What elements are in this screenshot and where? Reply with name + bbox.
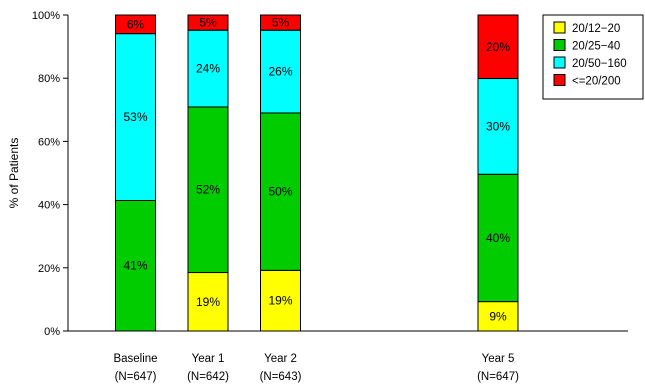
legend-swatch bbox=[553, 39, 566, 51]
data-label: 19% bbox=[196, 295, 220, 309]
data-label: 5% bbox=[272, 16, 290, 30]
x-tick-label: Year 1 bbox=[192, 353, 225, 365]
data-label: 30% bbox=[486, 119, 510, 133]
bar-segment bbox=[477, 301, 519, 332]
category-labels: Baseline (N=647) Year 1 (N=642) Year 2 (N=643… bbox=[113, 353, 519, 383]
segment-labels: 41% 53% 6% 19% 52% 24% 5% 19% 50% 26% 5% 9% 40% 30% 20… bbox=[123, 16, 510, 324]
x-tick-sublabel: (N=642) bbox=[187, 371, 229, 383]
data-label: 5% bbox=[199, 16, 217, 30]
bar-segment bbox=[260, 14, 301, 31]
bars bbox=[115, 14, 519, 332]
y-tick-label: 100% bbox=[32, 10, 60, 22]
legend-entry: 20/25−40 bbox=[572, 41, 620, 53]
x-tick-sublabel: (N=647) bbox=[477, 371, 519, 383]
legend: 20/12−20 20/25−40 20/50−160 <=20/200 bbox=[542, 14, 644, 100]
data-label: 19% bbox=[268, 294, 292, 308]
bar-segment bbox=[115, 14, 156, 35]
x-tick-label: Baseline bbox=[113, 353, 157, 365]
legend-swatch bbox=[553, 74, 566, 86]
y-tick-label: 20% bbox=[38, 263, 60, 275]
data-label: 9% bbox=[489, 309, 507, 323]
data-label: 40% bbox=[486, 231, 510, 245]
y-tick-label: 0% bbox=[44, 326, 60, 338]
data-label: 41% bbox=[123, 259, 147, 273]
bar-segment bbox=[260, 112, 301, 271]
data-label: 50% bbox=[268, 185, 292, 199]
bar-segment bbox=[187, 29, 229, 108]
data-label: 53% bbox=[123, 110, 147, 124]
x-tick-sublabel: (N=643) bbox=[260, 371, 302, 383]
bar-segment bbox=[187, 14, 229, 31]
data-label: 52% bbox=[196, 183, 220, 197]
legend-entry: 20/12−20 bbox=[572, 23, 620, 35]
legend-entry: 20/50−160 bbox=[572, 58, 627, 70]
y-tick-label: 60% bbox=[38, 136, 60, 148]
legend-swatch bbox=[553, 21, 566, 34]
bar-segment bbox=[477, 78, 519, 175]
legend-swatch bbox=[553, 56, 566, 69]
data-label: 26% bbox=[268, 65, 292, 79]
data-label: 24% bbox=[196, 62, 220, 76]
legend-entry: <=20/200 bbox=[572, 76, 621, 88]
y-tick-label: 80% bbox=[38, 73, 60, 85]
x-tick-label: Year 2 bbox=[264, 353, 297, 365]
data-label: 20% bbox=[486, 40, 510, 54]
bar-segment bbox=[477, 14, 519, 80]
bar-segment bbox=[260, 29, 301, 114]
bar-segment bbox=[477, 173, 519, 303]
data-label: 6% bbox=[127, 17, 145, 31]
y-axis-title: % of Patients bbox=[7, 138, 21, 209]
axes: 0% 20% 40% 60% 80% 100% bbox=[32, 10, 628, 338]
x-tick-sublabel: (N=647) bbox=[115, 371, 157, 383]
y-tick-label: 40% bbox=[38, 200, 60, 212]
x-tick-label: Year 5 bbox=[482, 353, 515, 365]
